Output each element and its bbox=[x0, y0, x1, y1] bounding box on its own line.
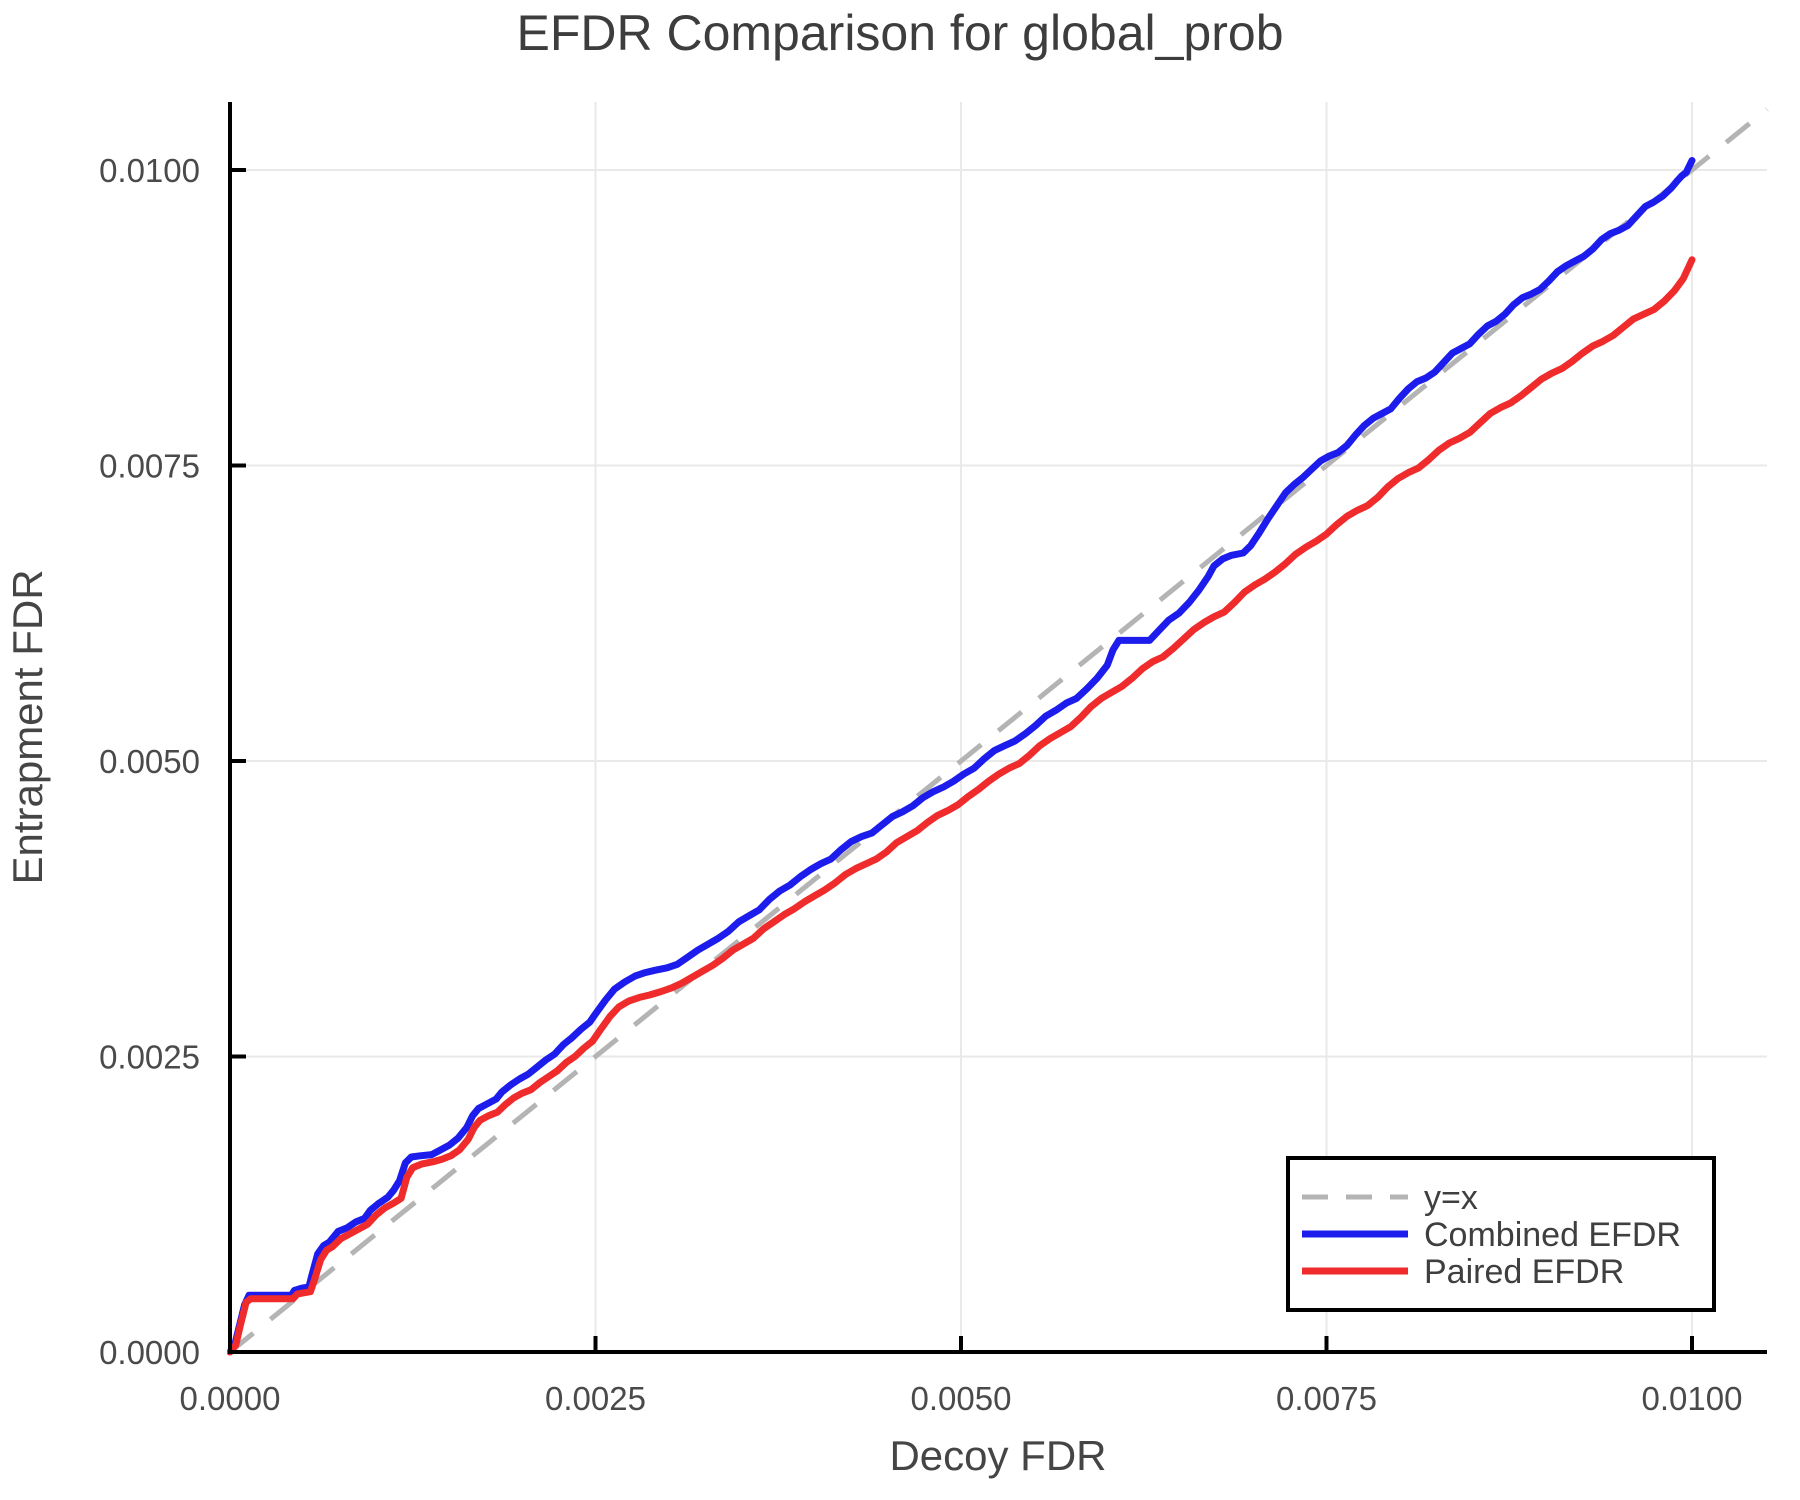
y-tick-label: 0.0050 bbox=[99, 743, 200, 780]
x-tick-label: 0.0100 bbox=[1642, 1380, 1743, 1417]
legend: y=x Combined EFDR Paired EFDR bbox=[1286, 1156, 1716, 1312]
chart-title: EFDR Comparison for global_prob bbox=[516, 5, 1283, 61]
tick-labels: 0.0000 0.0025 0.0050 0.0075 0.0100 0.0000 0.00… bbox=[99, 152, 1742, 1417]
x-tick-label: 0.0050 bbox=[911, 1380, 1012, 1417]
y-axis-label: Entrapment FDR bbox=[4, 569, 51, 884]
gridlines bbox=[230, 102, 1767, 1352]
y-tick-label: 0.0075 bbox=[99, 448, 200, 485]
axes-layer bbox=[228, 102, 1767, 1354]
x-tick-label: 0.0025 bbox=[545, 1380, 646, 1417]
paired-efdr-line bbox=[227, 256, 1696, 1356]
legend-label-combined: Combined EFDR bbox=[1424, 1216, 1681, 1254]
legend-label-identity: y=x bbox=[1424, 1179, 1478, 1217]
series-layer bbox=[227, 107, 1769, 1356]
x-axis-label: Decoy FDR bbox=[889, 1432, 1106, 1479]
y-tick-label: 0.0025 bbox=[99, 1039, 200, 1076]
x-tick-label: 0.0075 bbox=[1276, 1380, 1377, 1417]
y-tick-label: 0.0000 bbox=[99, 1334, 200, 1371]
identity-line bbox=[228, 107, 1769, 1354]
x-tick-label: 0.0000 bbox=[180, 1380, 281, 1417]
combined-efdr-line bbox=[227, 157, 1696, 1356]
y-tick-label: 0.0100 bbox=[99, 152, 200, 189]
legend-label-paired: Paired EFDR bbox=[1424, 1253, 1624, 1291]
